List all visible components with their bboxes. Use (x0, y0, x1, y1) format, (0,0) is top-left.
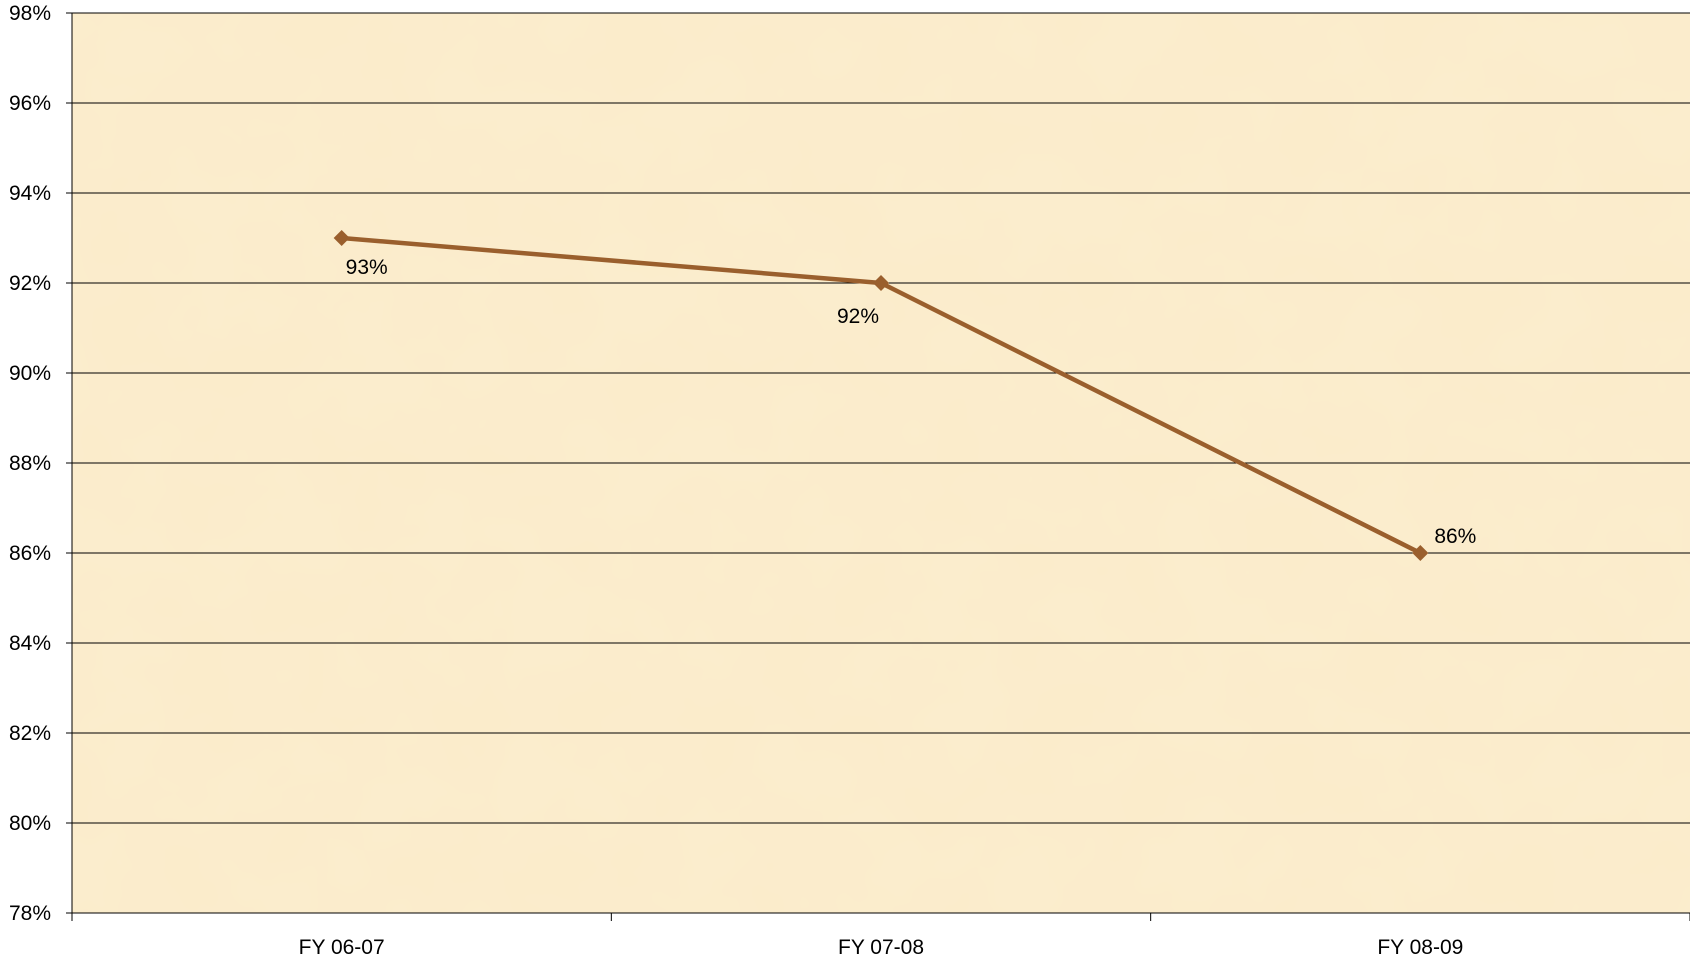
y-tick-label: 88% (9, 452, 51, 475)
y-tick-label: 96% (9, 92, 51, 115)
data-point-marker (333, 230, 350, 246)
y-tick-label: 92% (9, 272, 51, 295)
x-tick-label: FY 07-08 (838, 936, 924, 959)
y-tick-label: 80% (9, 812, 51, 835)
x-tick-label: FY 08-09 (1377, 936, 1463, 959)
data-point-marker (873, 275, 889, 291)
data-point-marker (1412, 545, 1429, 561)
y-tick-label: 90% (9, 362, 51, 385)
data-series (333, 230, 1429, 561)
y-tick-label: 86% (9, 542, 51, 565)
y-tick-label: 82% (9, 722, 51, 745)
data-label: 93% (346, 256, 388, 279)
x-tick-label: FY 06-07 (299, 936, 385, 959)
y-axis-tick-labels: 78% 80% 82% 84% 86% 88% 90% 92% 94% 96% 98% (9, 2, 72, 925)
data-labels: 93% 92% 86% (346, 256, 1477, 548)
gridlines (72, 12, 1690, 824)
y-tick-label: 78% (9, 902, 51, 925)
y-tick-label: 98% (9, 2, 51, 25)
x-axis-tick-labels: FY 06-07 FY 07-08 FY 08-09 (299, 936, 1464, 959)
y-tick-label: 84% (9, 632, 51, 655)
y-tick-label: 94% (9, 182, 51, 205)
data-label: 92% (837, 305, 879, 328)
data-label: 86% (1434, 525, 1476, 548)
